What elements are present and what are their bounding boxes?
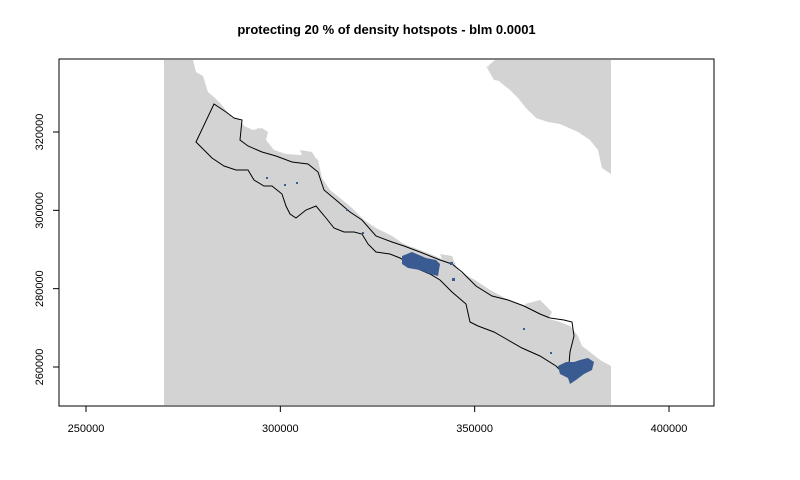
protected-dot-7	[452, 278, 455, 281]
y-tick-label: 320000	[34, 114, 46, 151]
x-tick-label: 250000	[68, 423, 105, 435]
protected-dot-8	[523, 328, 525, 330]
y-tick-label: 260000	[34, 349, 46, 386]
x-tick-label: 400000	[651, 423, 688, 435]
land-raster	[164, 60, 611, 405]
protected-dot-4	[346, 209, 348, 211]
x-axis: 250000 300000 350000 400000	[68, 405, 688, 435]
y-axis: 260000 280000 300000 320000	[34, 114, 60, 386]
protected-dot-5	[362, 232, 364, 234]
map-title: protecting 20 % of density hotspots - bl…	[237, 22, 536, 37]
y-tick-label: 280000	[34, 270, 46, 307]
land-block-main	[164, 60, 611, 405]
y-tick-label: 300000	[34, 192, 46, 229]
protected-patch-central	[402, 252, 440, 276]
land-islet-south	[525, 300, 552, 320]
protected-dot-3	[296, 182, 298, 184]
protected-dot-6	[450, 262, 453, 265]
x-tick-label: 350000	[456, 423, 493, 435]
land-northeast	[488, 60, 611, 174]
protected-dot-2	[284, 184, 286, 186]
protected-units	[266, 177, 594, 384]
x-tick-label: 300000	[262, 423, 299, 435]
protected-patch-southeast	[558, 358, 594, 384]
land-northeast-islet	[486, 66, 505, 82]
land-islet-north	[248, 128, 268, 144]
protected-dot-9	[550, 352, 552, 354]
protected-dot-1	[266, 177, 268, 179]
land-islet-east-1	[300, 150, 318, 164]
